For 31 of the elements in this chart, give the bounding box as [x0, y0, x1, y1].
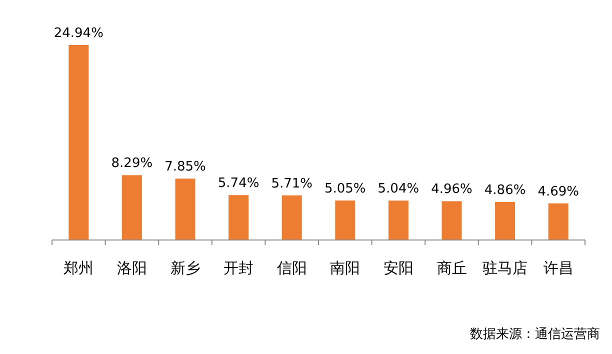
data-label: 4.96%: [431, 182, 472, 198]
x-tick-label: 郑州: [64, 259, 94, 277]
data-label: 5.04%: [378, 182, 420, 197]
bar: [548, 203, 568, 240]
bar: [335, 200, 356, 240]
data-label: 7.85%: [164, 160, 206, 175]
x-tick-label: 商丘: [436, 259, 467, 277]
x-tick-label: 信阳: [276, 259, 307, 277]
bar: [122, 175, 142, 240]
bar: [228, 195, 249, 240]
x-tick-label: 许昌: [543, 259, 574, 277]
x-tick-label: 新乡: [170, 259, 200, 277]
x-tick-label: 安阳: [383, 259, 414, 277]
data-label: 5.71%: [271, 176, 313, 192]
bar: [495, 202, 516, 240]
data-label: 4.69%: [538, 184, 580, 200]
bar: [388, 200, 408, 240]
bar: [282, 195, 302, 240]
x-tick-label: 南阳: [330, 259, 360, 277]
x-tick-label: 驻马店: [482, 259, 528, 277]
bar: [68, 45, 89, 240]
data-label: 4.86%: [484, 183, 526, 198]
bar: [175, 178, 196, 240]
bar: [442, 201, 462, 240]
source-note: 数据来源：通信运营商: [470, 327, 600, 342]
data-label: 5.74%: [218, 176, 260, 192]
data-label: 5.05%: [324, 182, 366, 197]
data-label: 8.29%: [111, 156, 153, 172]
x-tick-label: 洛阳: [116, 259, 147, 277]
x-tick-label: 开封: [224, 259, 254, 277]
data-label: 24.94%: [54, 26, 104, 41]
